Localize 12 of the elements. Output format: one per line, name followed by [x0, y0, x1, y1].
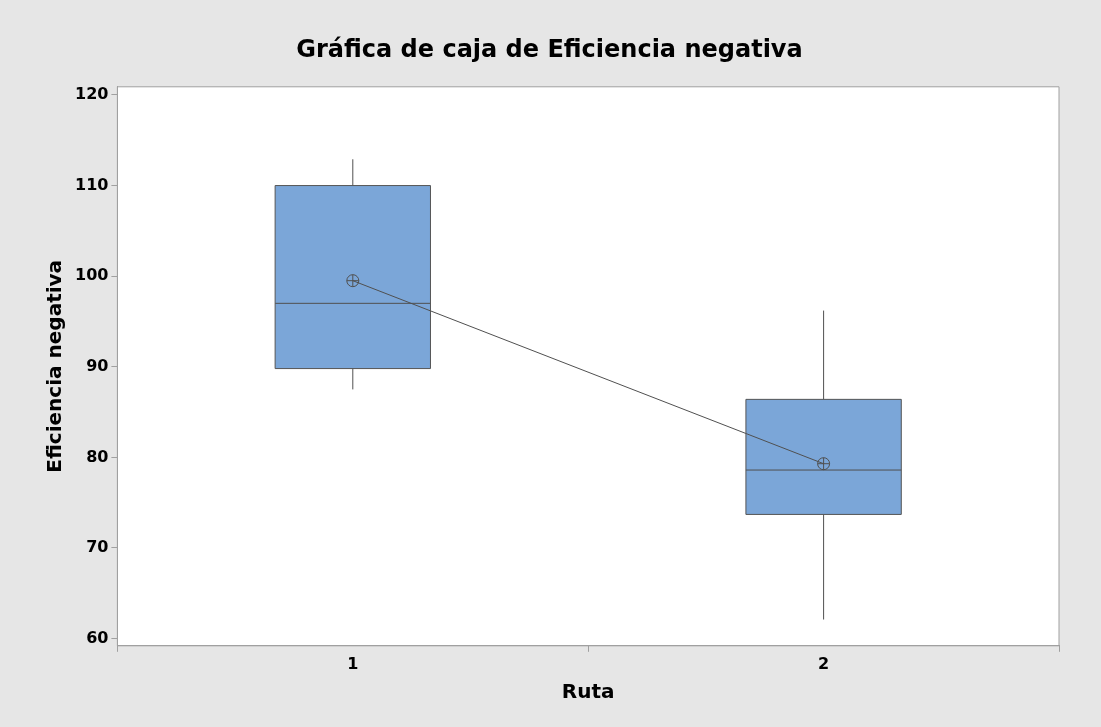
- y-axis-title: Eficiencia negativa: [42, 259, 67, 473]
- x-tick-label: 1: [347, 653, 359, 673]
- x-tick-label: 2: [818, 653, 830, 673]
- y-tick-label: 120: [74, 84, 109, 104]
- y-tick-label: 110: [74, 174, 109, 194]
- y-tick-label: 70: [86, 537, 109, 557]
- y-tick-label: 60: [86, 627, 109, 647]
- y-tick-label: 100: [74, 265, 109, 285]
- x-axis-title: Ruta: [561, 679, 615, 704]
- y-tick-label: 90: [86, 355, 109, 375]
- y-tick-label: 80: [86, 446, 109, 466]
- chart-title: Gráfica de caja de Eficiencia negativa: [296, 34, 803, 63]
